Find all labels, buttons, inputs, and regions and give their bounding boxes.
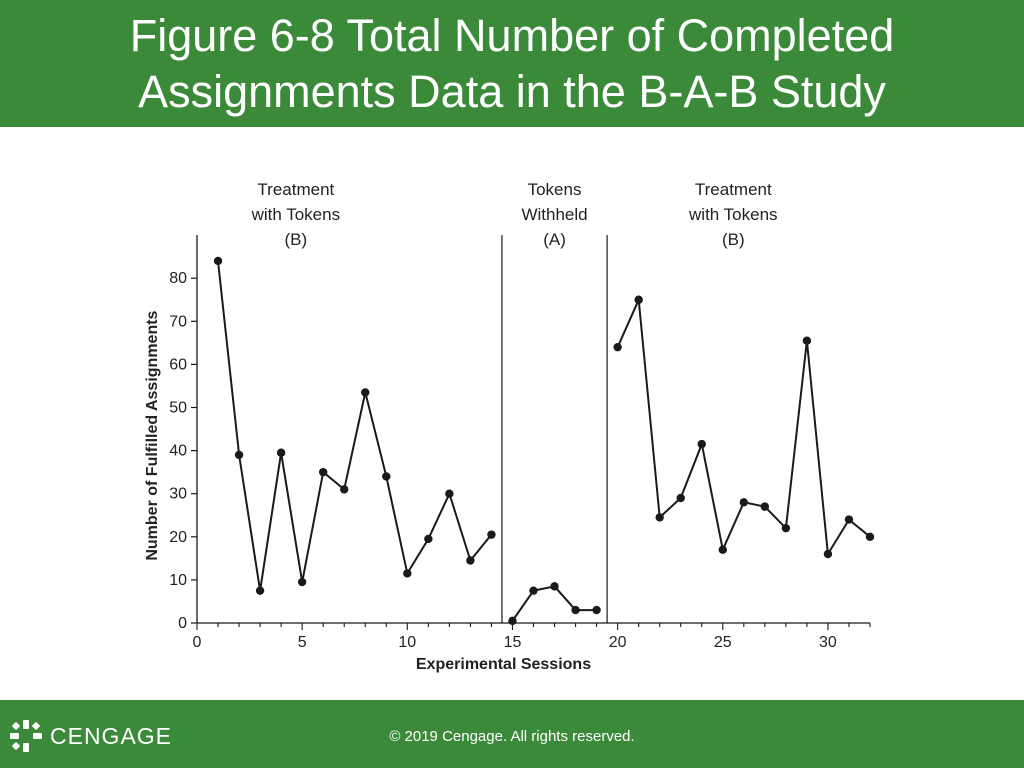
- cengage-mark-icon: [10, 720, 42, 752]
- data-point: [487, 530, 496, 539]
- slide-footer: CENGAGE © 2019 Cengage. All rights reser…: [0, 700, 1024, 768]
- chart-series: [213, 256, 875, 626]
- data-point: [844, 515, 854, 524]
- data-point: [466, 556, 475, 565]
- y-tick-label: 20: [169, 529, 187, 546]
- phase-label: Treatment: [695, 180, 772, 199]
- series-line: [511, 585, 597, 622]
- data-point: [508, 616, 517, 626]
- data-point: [276, 448, 286, 457]
- x-tick-label: 20: [609, 634, 627, 651]
- x-tick-label: 25: [714, 634, 732, 651]
- slide-title-line1: Figure 6-8 Total Number of Completed: [129, 9, 895, 61]
- data-point: [676, 493, 685, 503]
- phase-change-lines: [501, 235, 608, 623]
- data-point: [340, 485, 349, 494]
- data-point: [739, 498, 749, 507]
- data-point: [760, 502, 770, 511]
- copyright-text: © 2019 Cengage. All rights reserved.: [389, 728, 635, 745]
- data-point: [634, 295, 643, 304]
- data-point: [529, 586, 538, 595]
- data-point: [697, 439, 706, 449]
- phase-label: (B): [285, 230, 308, 249]
- data-point: [445, 489, 454, 498]
- data-point: [382, 472, 391, 481]
- y-tick-label: 50: [169, 400, 187, 417]
- data-point: [297, 577, 307, 587]
- data-point: [613, 342, 622, 352]
- data-point: [592, 605, 601, 615]
- y-tick-label: 60: [169, 356, 187, 373]
- y-tick-label: 10: [169, 572, 187, 589]
- data-point: [571, 605, 580, 615]
- data-point: [781, 523, 791, 533]
- slide-header: Figure 6-8 Total Number of Completed Ass…: [0, 0, 1024, 127]
- phase-label: Treatment: [257, 180, 334, 199]
- cengage-wordmark: CENGAGE: [50, 722, 173, 749]
- x-tick-label: 30: [819, 634, 837, 651]
- phase-label: (B): [722, 230, 745, 249]
- series-line: [616, 295, 871, 558]
- chart-labels: Treatment with Tokens (B) Tokens Withheld (A)…: [251, 180, 778, 249]
- x-tick-label: 0: [193, 634, 202, 651]
- data-point: [718, 545, 727, 554]
- x-tick-label: 5: [298, 634, 307, 651]
- x-tick-label: 15: [504, 634, 522, 651]
- data-point: [823, 549, 833, 559]
- data-point: [361, 388, 370, 397]
- chart-axes: 0 10 20 30 40 50 60 70 80 0 5 10 15 20 25 30 Experimenta…: [144, 235, 871, 673]
- phase-label: Tokens: [528, 180, 582, 199]
- y-tick-label: 0: [178, 615, 187, 632]
- x-tick-label: 10: [398, 634, 416, 651]
- cengage-logo: CENGAGE: [8, 718, 172, 754]
- y-tick-label: 30: [169, 486, 187, 503]
- data-point: [802, 336, 812, 345]
- data-point: [255, 586, 265, 595]
- line-chart: 0 10 20 30 40 50 60 70 80 0 5 10 15 20 25 30 Experimenta…: [144, 180, 875, 673]
- y-tick-label: 40: [169, 443, 187, 460]
- series-line: [217, 260, 493, 591]
- data-point: [403, 569, 412, 578]
- y-axis-title: Number of Fulfilled Assignments: [144, 310, 161, 560]
- phase-label: with Tokens: [251, 205, 341, 224]
- phase-label: Withheld: [521, 205, 587, 224]
- y-tick-label: 80: [169, 270, 187, 287]
- data-point: [424, 534, 433, 544]
- data-point: [318, 467, 328, 477]
- phase-label: with Tokens: [688, 205, 778, 224]
- data-point: [550, 582, 559, 591]
- data-point: [655, 513, 664, 522]
- data-point: [865, 532, 875, 541]
- slide-title: Figure 6-8 Total Number of Completed Ass…: [130, 8, 895, 120]
- y-tick-label: 70: [169, 313, 187, 330]
- data-point: [213, 256, 223, 266]
- x-axis-title: Experimental Sessions: [416, 656, 591, 673]
- phase-label: (A): [543, 230, 566, 249]
- slide-title-line2: Assignments Data in the B-A-B Study: [138, 65, 886, 117]
- data-point: [234, 450, 244, 460]
